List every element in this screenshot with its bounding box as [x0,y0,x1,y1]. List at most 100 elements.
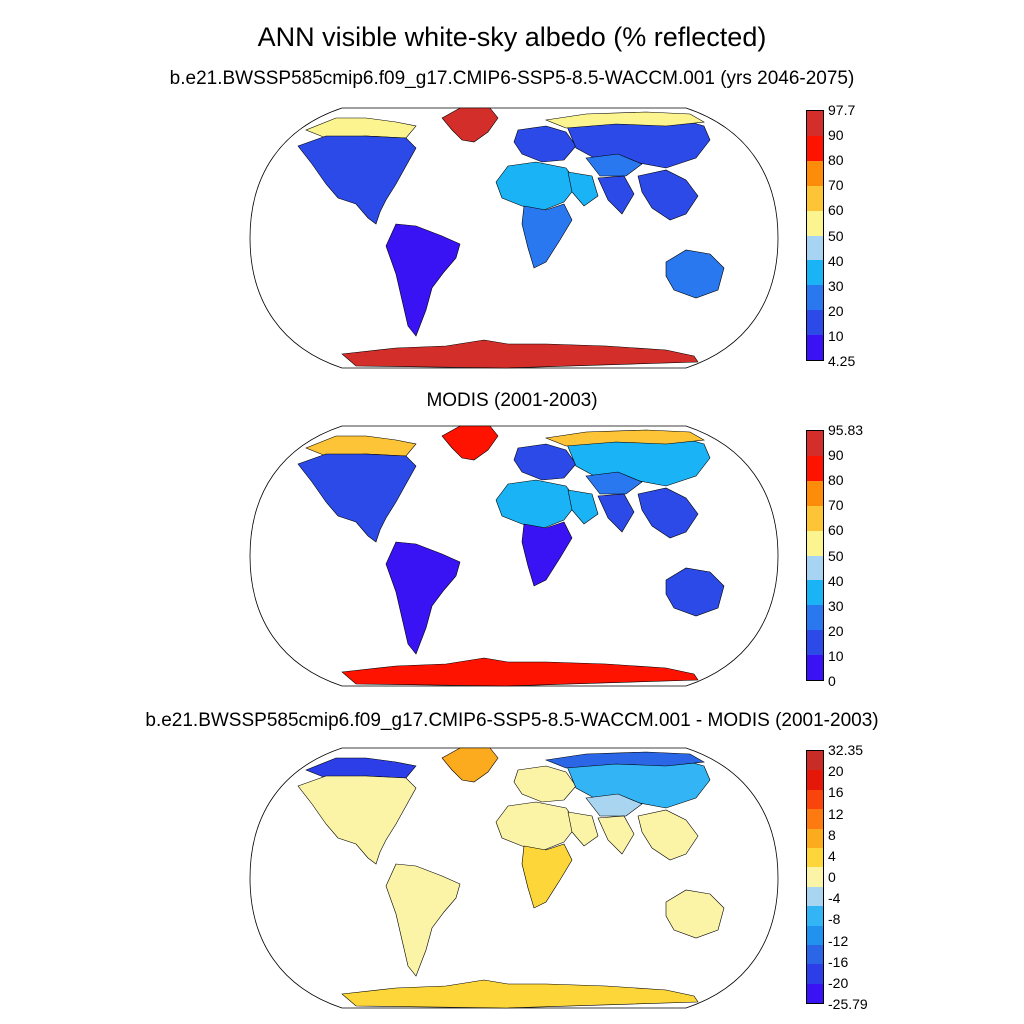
colorbar-tick-label: 80 [828,152,844,169]
region-australia [665,567,725,617]
region-antarctica [341,979,699,1009]
colorbar-tick-label: 0 [828,673,836,689]
region-north-america [297,775,417,865]
colorbar-tick-label: 10 [828,327,844,344]
colorbar-tick-label: 40 [828,572,844,589]
map-diff [249,747,779,1009]
colorbar-swatch [807,770,823,790]
colorbar-diff [806,750,824,1004]
region-southeast-asia [637,809,699,861]
colorbar-swatch [807,751,823,771]
region-north-africa-sahara [495,479,579,529]
colorbar-swatch [807,455,823,481]
colorbar-tick-label: 4.25 [828,353,856,369]
colorbar-swatch [807,906,823,926]
colorbar-swatch [807,847,823,868]
colorbar-tick-label: 50 [828,547,844,564]
colorbar-tick-label: 70 [828,497,844,514]
region-southeast-asia [637,487,699,539]
colorbar-model [806,110,824,361]
colorbar-swatch [807,285,823,311]
colorbar-tick-label: 90 [828,447,844,464]
colorbar-tick-label: 60 [828,202,844,219]
region-south-asia [597,175,635,215]
region-europe [513,443,577,481]
colorbar-tick-label: 97.7 [828,102,856,118]
region-arabia [567,811,599,847]
region-southern-africa [521,203,573,269]
colorbar-tick-label: 30 [828,597,844,614]
colorbar-swatch [807,530,823,556]
colorbar-tick-label: 8 [828,826,836,843]
colorbar-tick-label: -12 [828,932,849,949]
colorbar-swatch [807,505,823,531]
region-central-asia-deserts [585,471,643,495]
colorbar-swatch [807,809,823,829]
region-arabia [567,489,599,525]
region-europe [513,765,577,803]
colorbar-swatch [807,983,823,1004]
colorbar-tick-label: 80 [828,472,844,489]
colorbar-swatch [807,925,823,945]
colorbar-tick-label: 32.35 [828,742,864,758]
colorbar-tick-label: 0 [828,869,836,885]
colorbar-swatch [807,210,823,236]
colorbar-swatch [807,335,823,361]
region-australia [665,249,725,299]
region-arabia [567,171,599,207]
colorbar-tick-label: 4 [828,847,836,864]
region-south-asia [597,815,635,855]
colorbar-swatch [807,605,823,631]
region-australia [665,889,725,939]
colorbar-swatch [807,555,823,581]
region-antarctica [341,657,699,687]
colorbar-tick-label: -8 [828,911,841,928]
colorbar-tick-label: 30 [828,277,844,294]
region-greenland [441,747,499,783]
region-europe [513,125,577,163]
colorbar-swatch [807,828,823,848]
region-arctic-coast-eurasia [544,751,705,769]
region-arctic-coast-eurasia [544,111,705,129]
colorbar-tick-label: -25.79 [828,996,868,1012]
colorbar-tick-label: -20 [828,974,849,991]
region-greenland [441,107,499,143]
colorbar-tick-label: -16 [828,953,849,970]
map-model [249,107,779,369]
region-south-america [385,541,461,655]
colorbar-swatch [807,260,823,286]
region-southeast-asia [637,169,699,221]
colorbar-tick-label: 12 [828,805,844,822]
panel-title-model: b.e21.BWSSP585cmip6.f09_g17.CMIP6-SSP5-8… [169,68,855,89]
region-north-africa-sahara [495,161,579,211]
colorbar-swatch [807,111,823,136]
colorbar-tick-label: 40 [828,252,844,269]
colorbar-swatch [807,964,823,984]
colorbar-swatch [807,580,823,606]
colorbar-swatch [807,160,823,186]
colorbar-swatch [807,185,823,211]
colorbar-tick-label: 20 [828,763,844,780]
region-southern-africa [521,521,573,587]
region-greenland [441,425,499,461]
region-southern-africa [521,843,573,909]
colorbar-tick-label: 50 [828,227,844,244]
colorbar-tick-label: 90 [828,127,844,144]
colorbar-tick-label: 16 [828,784,844,801]
region-north-africa-sahara [495,801,579,851]
colorbar-tick-label: 20 [828,302,844,319]
region-south-asia [597,493,635,533]
region-central-asia-deserts [585,793,643,817]
colorbar-swatch [807,310,823,336]
colorbar-swatch [807,944,823,965]
panel-title-obs: MODIS (2001-2003) [426,390,598,411]
colorbar-tick-label: 20 [828,622,844,639]
colorbar-obs [806,430,824,681]
colorbar-swatch [807,480,823,506]
colorbar-tick-label: 10 [828,647,844,664]
colorbar-swatch [807,135,823,161]
colorbar-swatch [807,235,823,261]
colorbar-swatch [807,655,823,681]
colorbar-tick-label: -4 [828,890,841,907]
